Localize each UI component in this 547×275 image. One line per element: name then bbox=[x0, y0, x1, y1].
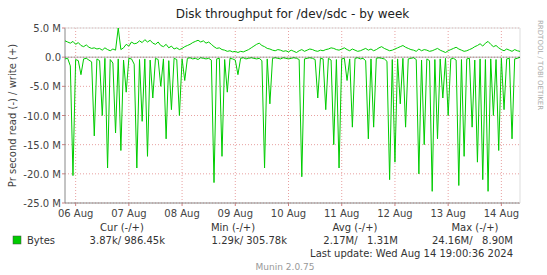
title: Disk throughput for /dev/sdc - by week bbox=[176, 7, 410, 21]
grid-line bbox=[501, 28, 502, 203]
x-axis bbox=[65, 203, 520, 204]
grid-line bbox=[65, 86, 520, 87]
grid bbox=[62, 28, 520, 206]
grid-line bbox=[341, 28, 342, 203]
y-axis-label: Pr second read (-) / write (+) bbox=[7, 44, 18, 187]
y-tick-label: -25.0 M bbox=[23, 198, 61, 209]
y-tick-label: 0.0 bbox=[45, 52, 61, 63]
x-tick-label: 10 Aug bbox=[271, 208, 306, 219]
y-tick-label: -10.0 M bbox=[23, 111, 61, 122]
x-tick-label: 06 Aug bbox=[58, 208, 93, 219]
last-update: Last update: Wed Aug 14 19:00:36 2024 bbox=[310, 248, 513, 259]
grid-line bbox=[65, 203, 520, 204]
y-axis bbox=[65, 28, 66, 203]
x-tick-label: 11 Aug bbox=[324, 208, 359, 219]
legend-header: Min (-/+) bbox=[211, 222, 255, 233]
chart-root: Disk throughput for /dev/sdc - by week -2… bbox=[0, 0, 547, 275]
series-line bbox=[65, 28, 520, 53]
legend-value: 1.29k/ 305.78k bbox=[212, 235, 288, 246]
x-tick-label: 12 Aug bbox=[377, 208, 412, 219]
grid-line bbox=[182, 28, 183, 203]
y-tick-label: 5.0 M bbox=[33, 23, 61, 34]
plot-edge bbox=[520, 28, 521, 203]
series-line bbox=[65, 57, 520, 191]
y-tick-label: -20.0 M bbox=[23, 169, 61, 180]
x-tick-label: 08 Aug bbox=[164, 208, 199, 219]
legend-label: Bytes bbox=[27, 235, 55, 246]
grid-line bbox=[235, 28, 236, 203]
legend-value: 3.87k/ 986.45k bbox=[90, 235, 166, 246]
legend-swatch bbox=[13, 236, 21, 244]
background bbox=[0, 0, 547, 275]
grid-line bbox=[65, 144, 520, 145]
plot-edge bbox=[65, 28, 520, 29]
grid-line bbox=[65, 173, 520, 174]
plot-area bbox=[65, 28, 520, 203]
x-tick-label: 09 Aug bbox=[218, 208, 253, 219]
watermark: RRDTOOL / TOBI OETIKER bbox=[536, 20, 544, 110]
zero-line bbox=[65, 57, 520, 58]
grid-line bbox=[65, 115, 520, 116]
legend-value: 2.17M/ 1.31M bbox=[323, 235, 398, 246]
grid-line bbox=[128, 28, 129, 203]
y-tick-label: -15.0 M bbox=[23, 140, 61, 151]
legend-header: Avg (-/+) bbox=[333, 222, 378, 233]
legend-header: Max (-/+) bbox=[451, 222, 498, 233]
footer: Munin 2.0.75 bbox=[256, 262, 315, 272]
grid-line bbox=[75, 28, 76, 203]
x-tick-label: 07 Aug bbox=[111, 208, 146, 219]
grid-line bbox=[65, 28, 520, 29]
x-tick-label: 14 Aug bbox=[484, 208, 519, 219]
legend-value: 24.16M/ 8.90M bbox=[432, 235, 513, 246]
series-group bbox=[65, 28, 520, 191]
grid-line bbox=[394, 28, 395, 203]
grid-line bbox=[65, 57, 520, 58]
y-tick-label: -5.0 M bbox=[30, 81, 61, 92]
grid-line bbox=[288, 28, 289, 203]
legend-header: Cur (-/+) bbox=[100, 222, 144, 233]
x-tick-label: 13 Aug bbox=[430, 208, 465, 219]
